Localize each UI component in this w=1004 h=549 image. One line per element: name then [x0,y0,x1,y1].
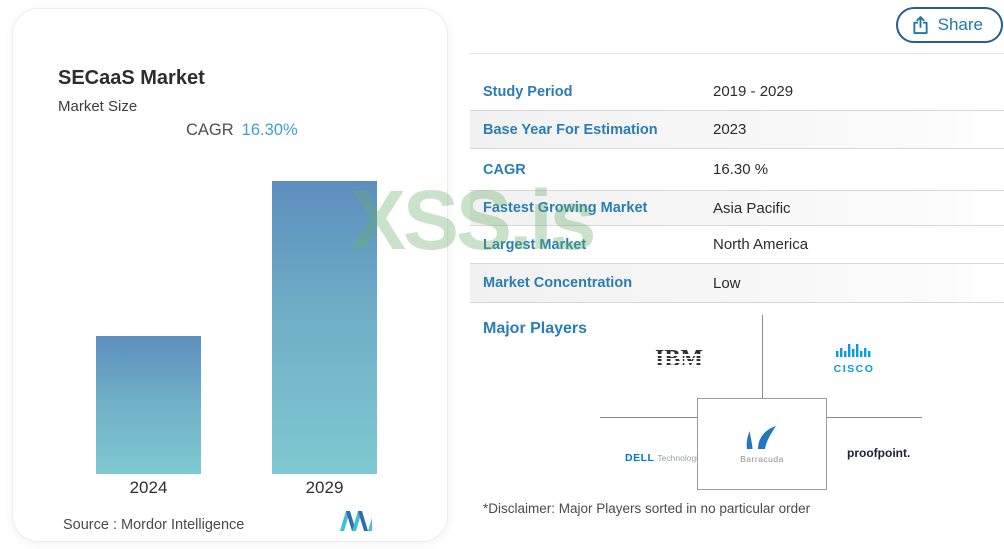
bar-2024 [96,336,201,474]
row-value: Low [713,274,741,292]
cagr-label: CAGR [186,121,234,139]
bar-label-2024: 2024 [129,478,168,497]
diagram-horizontal-line-left [600,417,697,418]
ibm-stripe [653,354,703,356]
mordor-intelligence-logo-icon [339,510,373,536]
details-panel: Share Study Period 2019 - 2029 Base Year… [460,0,1004,549]
row-value: 16.30 % [713,161,769,178]
page-title: SECaaS Market [58,67,205,89]
share-button[interactable]: Share [895,7,1003,43]
barracuda-logo-text: Barracuda [740,453,784,464]
dell-logo-text: DELL [625,452,655,464]
row-value: Asia Pacific [713,199,791,217]
barracuda-logo-box: Barracuda [697,398,827,490]
row-label: Largest Market [483,236,587,253]
cisco-logo: CISCO [824,343,884,375]
row-label: CAGR [483,161,526,178]
table-row: Fastest Growing Market Asia Pacific [470,191,1004,226]
row-label: Study Period [483,84,573,100]
row-label: Base Year For Estimation [483,121,658,138]
barracuda-fins-icon [746,425,776,449]
table-row: Largest Market North America [470,226,1004,264]
proofpoint-logo: proofpoint. [847,446,911,460]
ibm-logo: IBM [653,347,707,371]
cisco-logo-text: CISCO [833,363,875,375]
table-row: CAGR 16.30 % [470,149,1004,191]
row-value: North America [713,236,809,253]
row-value: 2023 [713,121,747,138]
report-summary-table: Study Period 2019 - 2029 Base Year For E… [470,53,1004,303]
diagram-vertical-line [762,315,763,398]
cisco-bars-icon [836,344,871,357]
disclaimer-text: *Disclaimer: Major Players sorted in no … [483,501,811,516]
dell-technologies-logo: DELL Technologies [625,448,707,466]
card-subtitle: Market Size [58,98,138,115]
row-label: Fastest Growing Market [483,200,648,216]
bar-label-2029: 2029 [305,478,344,497]
row-value: 2019 - 2029 [713,83,794,100]
row-label: Market Concentration [483,275,633,291]
report-card: SECaaS Market Market Size CAGR 16.30% 202… [12,8,448,542]
cagr-row: CAGR 16.30% [186,121,298,140]
table-row: Base Year For Estimation 2023 [470,111,1004,149]
bar-2029 [272,181,377,474]
ibm-stripe [653,357,703,360]
diagram-horizontal-line-right [827,417,922,418]
ibm-stripe [653,361,703,363]
major-players-heading: Major Players [483,320,588,337]
table-row: Study Period 2019 - 2029 [470,54,1004,111]
ibm-stripe [653,364,703,367]
table-row: Market Concentration Low [470,264,1004,303]
dell-logo-suffix: Technologies [657,453,708,463]
cagr-value: 16.30% [241,121,298,139]
share-button-label: Share [937,15,983,34]
source-attribution: Source : Mordor Intelligence [63,517,245,533]
share-icon [912,15,929,35]
